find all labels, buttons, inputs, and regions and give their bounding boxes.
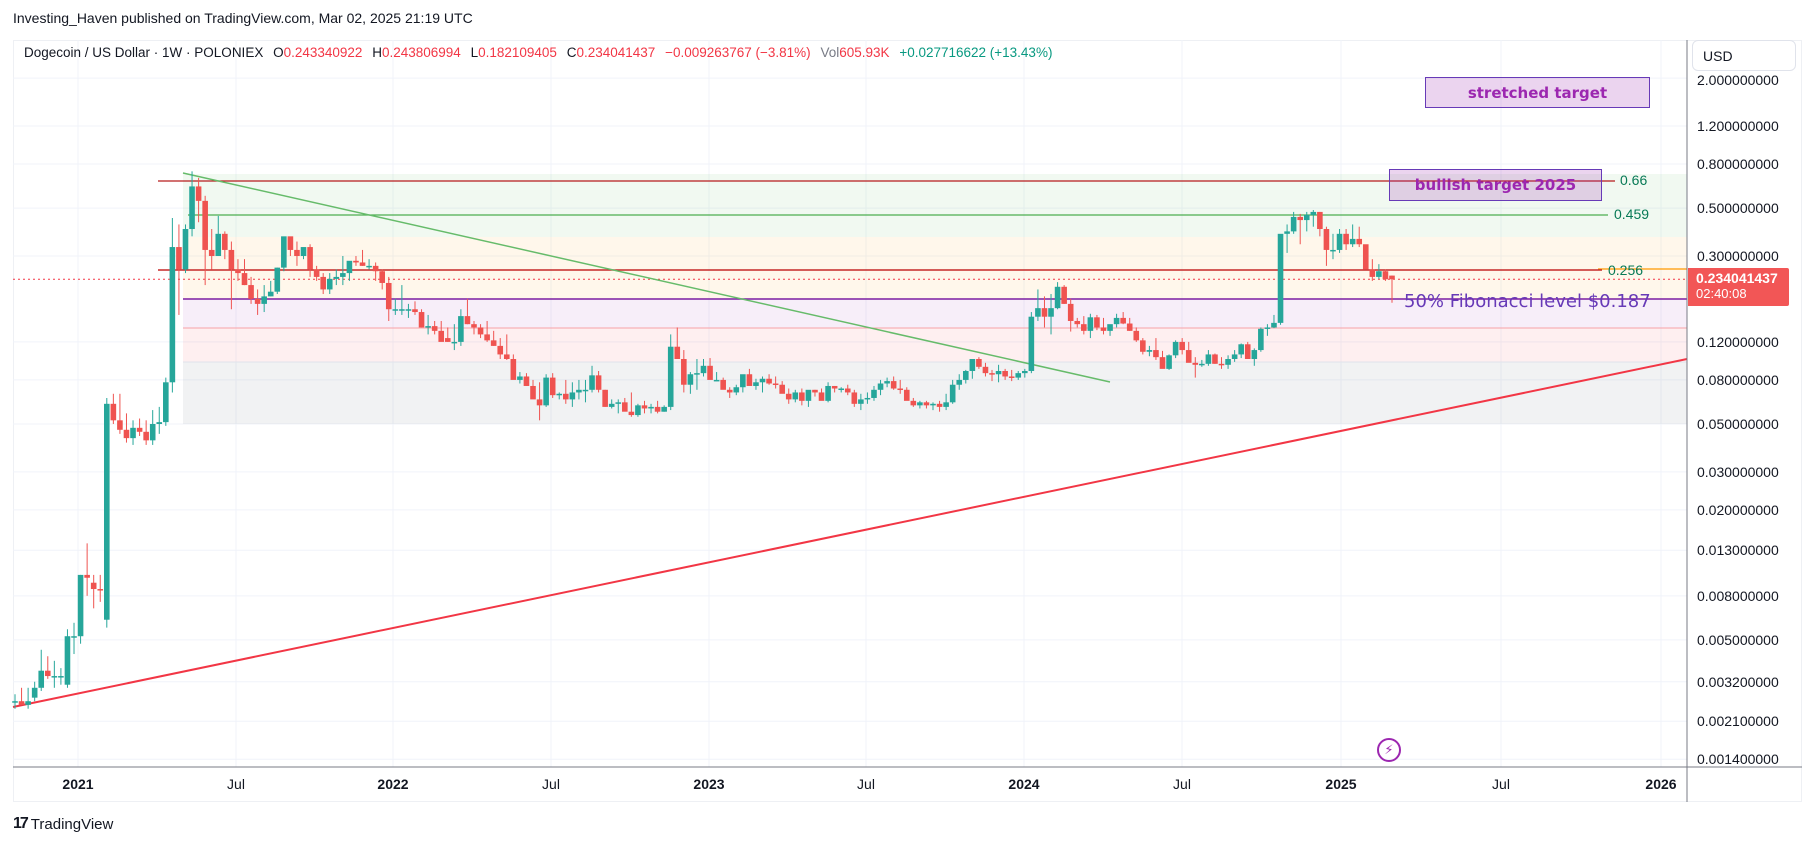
time-tick: 2022 (377, 776, 409, 792)
time-tick: Jul (542, 776, 560, 792)
time-tick: 2026 (1645, 776, 1677, 792)
volume-value: 605.93 (839, 45, 881, 60)
price-tick: 0.030000000 (1697, 463, 1779, 480)
current-price: 0.234041437 (1696, 270, 1778, 286)
volume-change: +0.027716622 (+13.43%) (899, 45, 1053, 60)
tradingview-mark-icon: 17 (13, 815, 29, 832)
price-tick: 0.005000000 (1697, 631, 1779, 648)
drawing-lines (12, 172, 1688, 708)
low-value: 0.182109405 (478, 45, 557, 60)
fib-level-066: 0.66 (1620, 172, 1648, 188)
price-tick: 0.002100000 (1697, 713, 1779, 730)
current-price-tag: 0.234041437 02:40:08 (1688, 268, 1789, 306)
tradingview-logo: 17 TradingView (13, 815, 114, 833)
published-info: Investing_Haven published on TradingView… (13, 10, 473, 26)
bar-countdown: 02:40:08 (1696, 286, 1747, 301)
ohlc-legend: Dogecoin / US Dollar · 1W · POLONIEX O0.… (24, 45, 1053, 60)
change-value: −0.009263767 (−3.81%) (665, 45, 811, 60)
currency-selector[interactable]: USD (1692, 40, 1796, 71)
chart-grid (13, 40, 1687, 767)
time-tick: 2025 (1325, 776, 1357, 792)
price-tick: 0.013000000 (1697, 542, 1779, 559)
stretched-target-box[interactable]: stretched target (1425, 77, 1650, 108)
price-tick: 0.050000000 (1697, 415, 1779, 432)
symbol-title[interactable]: Dogecoin / US Dollar · 1W · POLONIEX (24, 45, 264, 60)
fib-level-0256: 0.256 (1608, 262, 1644, 278)
time-tick: Jul (1492, 776, 1510, 792)
time-tick: Jul (227, 776, 245, 792)
bullish-target-box[interactable]: bullish target 2025 (1389, 169, 1602, 201)
time-tick: Jul (1173, 776, 1191, 792)
price-tick: 0.020000000 (1697, 501, 1779, 518)
high-value: 0.243806994 (381, 45, 461, 60)
fib-zones (183, 174, 1687, 424)
price-tick: 0.080000000 (1697, 371, 1779, 388)
time-tick: 2024 (1008, 776, 1040, 792)
price-tick: 0.120000000 (1697, 333, 1779, 350)
time-tick: 2023 (693, 776, 725, 792)
price-tick: 0.001400000 (1697, 751, 1779, 767)
close-value: 0.234041437 (576, 45, 656, 60)
price-tick: 0.003200000 (1697, 673, 1779, 690)
time-tick: Jul (857, 776, 875, 792)
fib-50-label: 50% Fibonacci level $0.187 (1404, 291, 1651, 312)
price-tick: 0.300000000 (1697, 247, 1779, 264)
fib-level-0459: 0.459 (1614, 206, 1650, 222)
price-tick: 2.000000000 (1697, 72, 1779, 88)
price-tick: 0.008000000 (1697, 587, 1779, 604)
open-value: 0.243340922 (283, 45, 363, 60)
candlestick-series (12, 171, 1395, 709)
time-tick: 2021 (62, 776, 94, 792)
price-tick: 0.500000000 (1697, 200, 1779, 217)
price-tick: 0.800000000 (1697, 156, 1779, 173)
lightning-icon[interactable]: ⚡ (1377, 738, 1401, 762)
chart-frame[interactable] (13, 40, 1802, 802)
price-tick: 1.200000000 (1697, 118, 1779, 134)
